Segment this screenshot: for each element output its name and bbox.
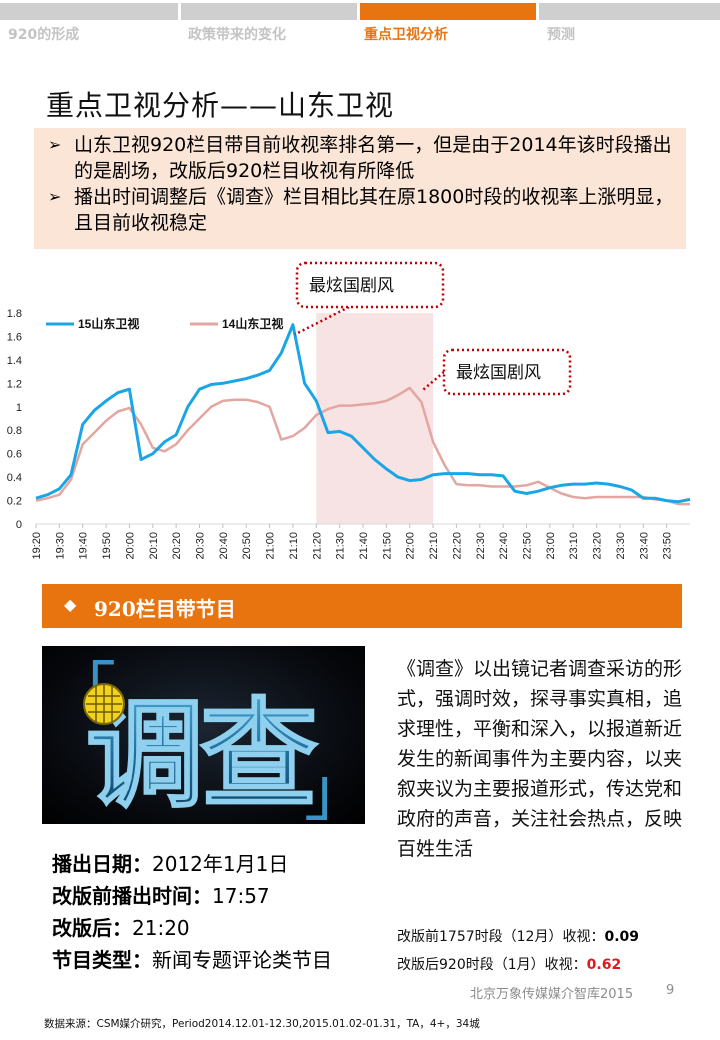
nav-tab-label: 920的形成: [8, 27, 80, 43]
fact-value: 新闻专题评论类节目: [152, 948, 332, 972]
nav-tab-label: 重点卫视分析: [364, 27, 448, 43]
fact-label: 改版后: [52, 916, 112, 940]
fact-air-date: 播出日期：2012年1月1日: [52, 852, 289, 876]
stat-after-value: 0.62: [586, 957, 622, 973]
fact-label: 播出日期: [52, 852, 132, 876]
nav-tab-key-channel-analysis[interactable]: 重点卫视分析: [360, 0, 536, 48]
y-tick-label: 0.4: [7, 472, 22, 484]
program-logo: 「 」 调查: [42, 646, 365, 824]
nav-tab-bar: [0, 3, 178, 20]
nav-tab-bar: [181, 3, 357, 20]
x-tick-label: 21:10: [288, 532, 300, 560]
stat-before: 改版前1757时段（12月）收视：0.09: [397, 929, 639, 945]
y-tick-label: 1.2: [7, 378, 22, 390]
x-tick-label: 22:00: [405, 532, 417, 560]
x-tick-label: 23:00: [545, 532, 557, 560]
nav-tab-policy-change[interactable]: 政策带来的变化: [181, 0, 357, 48]
section-title: 920栏目带节目: [94, 597, 236, 621]
nav-tab-bar: [360, 3, 536, 20]
y-tick-label: 1.6: [7, 331, 22, 343]
program-description: 《调查》以出镜记者调查采访的形式，强调时效，探寻事实真相，追求理性，平衡和深入，…: [397, 658, 683, 860]
program-facts: 播出日期：2012年1月1日 改版前播出时间：17:57 改版后：21:20 节…: [52, 848, 332, 976]
x-tick-label: 20:20: [171, 532, 183, 560]
stat-before-value: 0.09: [604, 929, 639, 945]
legend-label: 14山东卫视: [222, 316, 283, 331]
fact-label: 节目类型: [52, 948, 132, 972]
fact-value: 2012年1月1日: [152, 852, 289, 876]
x-tick-label: 20:30: [195, 532, 207, 560]
stat-after: 改版后920时段（1月）收视：0.62: [397, 957, 622, 973]
x-tick-label: 19:30: [54, 532, 66, 560]
x-tick-label: 21:40: [358, 532, 370, 560]
annotation-label: 最炫国剧风: [309, 276, 394, 295]
logo-bracket-right: 」: [304, 753, 365, 824]
x-tick-label: 20:40: [218, 532, 230, 560]
diamond-icon: ◆: [64, 595, 77, 614]
data-source: 数据来源：CSM媒介研究，Period2014.12.01-12.30,2015…: [44, 1018, 480, 1030]
x-tick-label: 19:20: [31, 532, 43, 560]
series-line-15: [35, 323, 691, 504]
x-tick-label: 23:40: [638, 532, 650, 560]
nav-tab-label: 政策带来的变化: [188, 27, 286, 43]
y-tick-label: 1.4: [7, 355, 22, 367]
legend-label: 15山东卫视: [78, 316, 139, 331]
x-tick-label: 19:40: [78, 532, 90, 560]
fact-previous-time: 改版前播出时间：17:57: [52, 884, 270, 908]
logo-ball-icon: [83, 683, 125, 725]
y-tick-label: 0.6: [7, 449, 22, 461]
arrow-bullet-icon: ➢: [48, 135, 62, 154]
highlight-band: [316, 313, 434, 524]
annotation-connector: [294, 305, 350, 336]
fact-new-time: 改版后：21:20: [52, 916, 190, 940]
section-header: ◆ 920栏目带节目: [42, 584, 682, 628]
top-navigation: 920的形成 政策带来的变化 重点卫视分析 预测: [0, 0, 720, 48]
page-title: 重点卫视分析——山东卫视: [46, 89, 395, 122]
summary-item: ➢ 播出时间调整后《调查》栏目相比其在原1800时段的收视率上涨明显，且目前收视…: [44, 184, 676, 236]
arrow-bullet-icon: ➢: [48, 187, 62, 206]
summary-box: ➢ 山东卫视920栏目带目前收视率排名第一，但是由于2014年该时段播出的是剧场…: [34, 128, 686, 249]
x-tick-label: 20:50: [241, 532, 253, 560]
x-tick-label: 23:30: [615, 532, 627, 560]
x-tick-label: 22:20: [451, 532, 463, 560]
y-tick-label: 0.2: [7, 496, 22, 508]
fact-program-type: 节目类型：新闻专题评论类节目: [52, 948, 332, 972]
y-tick-label: 1.8: [7, 308, 22, 320]
fact-value: 17:57: [212, 884, 270, 908]
nav-tab-formation[interactable]: 920的形成: [0, 0, 178, 48]
y-tick-label: 0.8: [7, 425, 22, 437]
rating-stats: 改版前1757时段（12月）收视：0.09 改版后920时段（1月）收视：0.6…: [397, 923, 639, 979]
logo-title: 调查: [86, 686, 318, 824]
x-tick-label: 21:50: [381, 532, 393, 560]
y-tick-label: 0: [16, 519, 22, 531]
x-tick-label: 21:30: [335, 532, 347, 560]
x-tick-label: 21:00: [265, 532, 277, 560]
x-tick-label: 20:00: [124, 532, 136, 560]
nav-tab-label: 预测: [547, 27, 575, 43]
x-tick-label: 22:50: [522, 532, 534, 560]
fact-value: 21:20: [132, 916, 190, 940]
series-line-14: [35, 386, 690, 506]
x-tick-label: 23:10: [568, 532, 580, 560]
x-tick-label: 22:40: [498, 532, 510, 560]
nav-tab-bar: [539, 3, 720, 20]
x-tick-label: 22:10: [428, 532, 440, 560]
x-tick-label: 21:20: [311, 532, 323, 560]
annotation-label: 最炫国剧风: [456, 363, 541, 382]
annotation-box: [442, 348, 572, 396]
annotation-box: [295, 261, 445, 309]
page-number: 9: [666, 983, 675, 998]
summary-item: ➢ 山东卫视920栏目带目前收视率排名第一，但是由于2014年该时段播出的是剧场…: [44, 132, 676, 184]
publisher: 北京万象传媒媒介智库2015: [470, 987, 634, 1002]
nav-tab-forecast[interactable]: 预测: [539, 0, 720, 48]
x-tick-label: 20:10: [148, 532, 160, 560]
summary-item-text: 山东卫视920栏目带目前收视率排名第一，但是由于2014年该时段播出的是剧场，改…: [74, 134, 672, 182]
fact-label: 改版前播出时间: [52, 884, 192, 908]
y-tick-label: 1: [16, 402, 22, 414]
x-tick-label: 19:50: [101, 532, 113, 560]
summary-item-text: 播出时间调整后《调查》栏目相比其在原1800时段的收视率上涨明显，且目前收视稳定: [74, 186, 674, 234]
x-tick-label: 23:20: [592, 532, 604, 560]
ratings-line-chart: 0 0.2 0.4 0.6 0.8 1 1.2 1.4 1.6 1.8 19:20 19:30 19:4…: [0, 258, 720, 588]
x-tick-label: 23:50: [662, 532, 674, 560]
x-tick-label: 22:30: [475, 532, 487, 560]
